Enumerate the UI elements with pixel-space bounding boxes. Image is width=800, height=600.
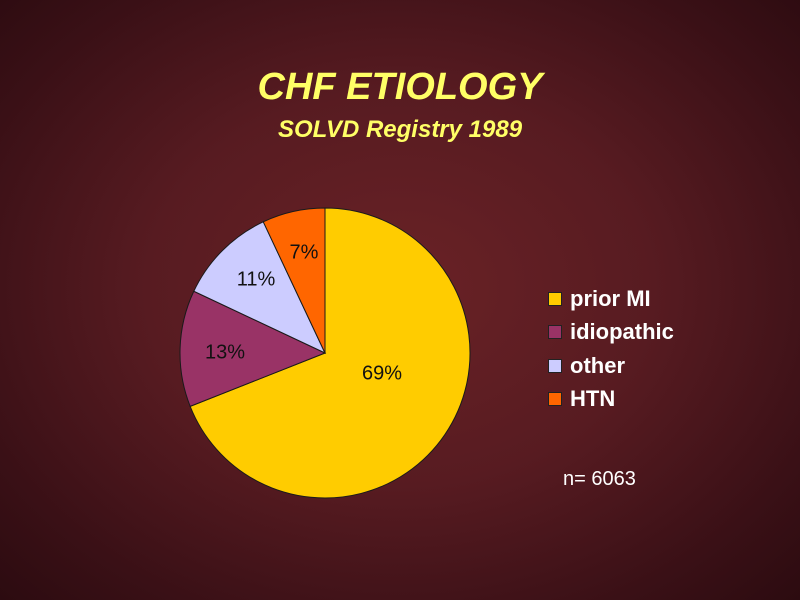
sample-size-note: n= 6063 xyxy=(563,468,636,490)
legend-label-other: other xyxy=(570,352,625,378)
legend: prior MI idiopathic other HTN xyxy=(548,282,674,416)
pie-slice-htn xyxy=(262,207,326,354)
legend-label-idiopathic: idiopathic xyxy=(570,319,674,345)
legend-item-other: other xyxy=(548,349,674,383)
pie-slice-idiopathic xyxy=(179,290,327,408)
legend-label-htn: HTN xyxy=(570,386,616,412)
legend-item-htn: HTN xyxy=(548,383,674,417)
slice-label-htn: 7% xyxy=(290,241,319,263)
slice-label-other: 11% xyxy=(237,268,276,290)
slice-label-idiopathic: 13% xyxy=(205,341,245,363)
legend-label-prior-mi: prior MI xyxy=(570,285,651,311)
legend-swatch-other xyxy=(548,358,562,373)
legend-item-idiopathic: idiopathic xyxy=(548,316,674,350)
pie-slice-other xyxy=(193,221,327,355)
legend-swatch-prior-mi xyxy=(548,291,562,306)
pie-slice-prior-mi xyxy=(189,207,471,499)
chart-title: CHF ETIOLOGY xyxy=(257,66,543,108)
legend-item-prior-mi: prior MI xyxy=(548,282,674,316)
chart-subtitle: SOLVD Registry 1989 xyxy=(277,116,523,143)
legend-swatch-idiopathic xyxy=(548,325,562,340)
slice-label-prior-mi: 69% xyxy=(362,362,402,384)
legend-swatch-htn xyxy=(548,392,562,407)
